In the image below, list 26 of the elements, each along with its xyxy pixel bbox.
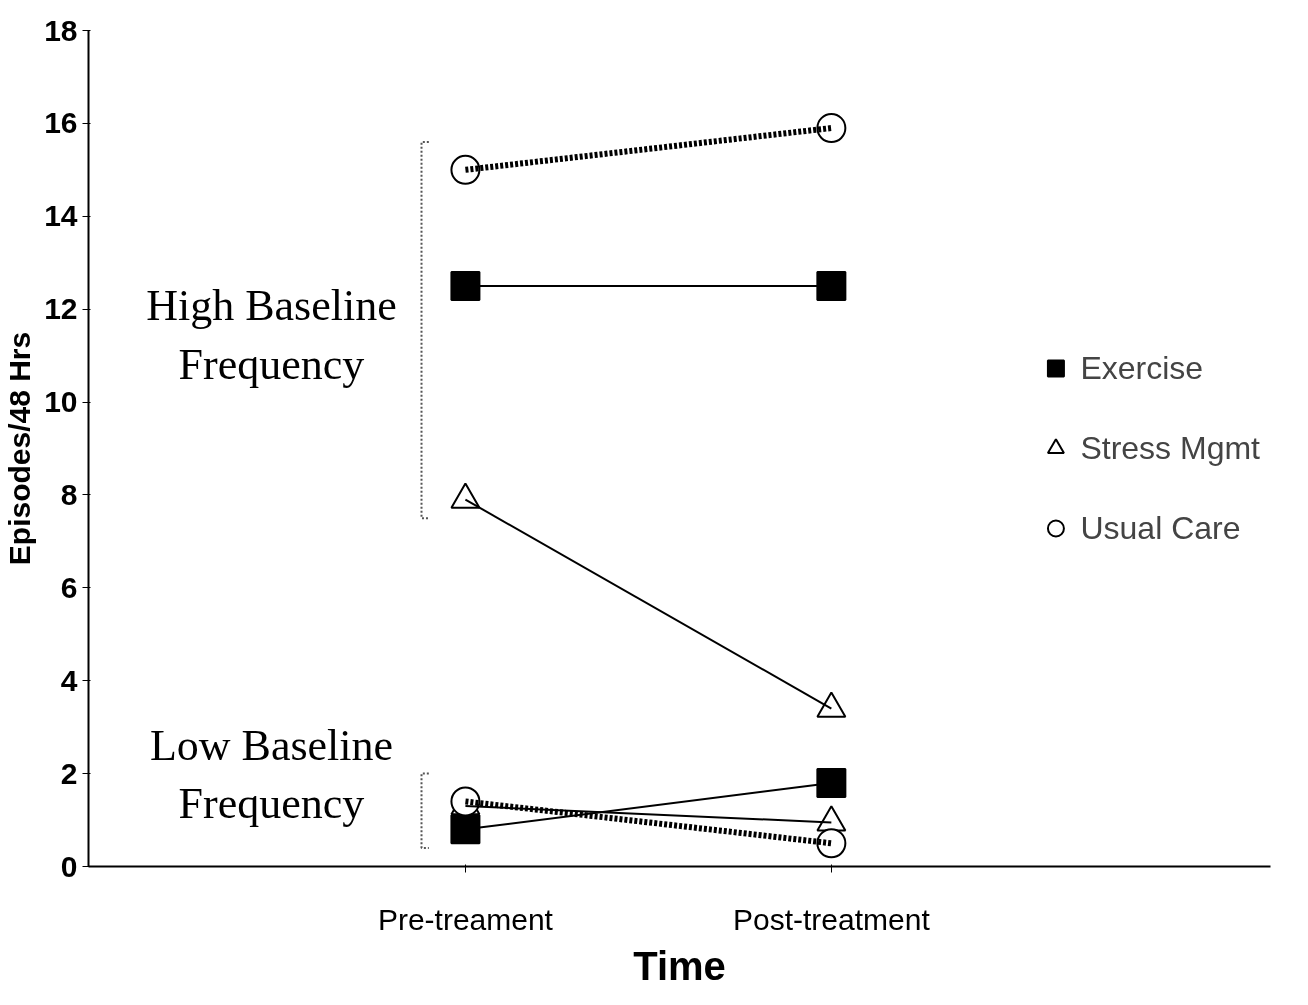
y-tick-label: 12 <box>44 292 78 326</box>
point <box>816 828 847 859</box>
y-tick-label: 16 <box>44 106 78 140</box>
y-tick-label: 10 <box>44 385 78 419</box>
y-tick-label: 2 <box>60 756 78 790</box>
legend-label: Exercise <box>1080 349 1204 387</box>
x-tick-label: Post-treatment <box>733 902 931 936</box>
point <box>450 154 481 185</box>
y-axis-title: Episodes/48 Hrs <box>3 331 37 566</box>
point <box>816 270 847 301</box>
x-tick-label: Pre-treament <box>377 902 554 936</box>
y-tick-label: 4 <box>60 663 78 697</box>
point <box>816 767 847 798</box>
annotation: High Baseline Frequency <box>146 280 397 389</box>
legend-label: Stress Mgmt <box>1080 429 1260 467</box>
y-tick-label: 6 <box>60 570 78 604</box>
point <box>450 814 481 845</box>
point <box>816 113 847 144</box>
annotation: Low Baseline Frequency <box>149 720 394 829</box>
point <box>450 270 481 301</box>
y-tick-label: 14 <box>44 199 78 233</box>
x-axis-title: Time <box>633 943 726 988</box>
y-tick-label: 0 <box>60 849 78 883</box>
y-tick-label: 18 <box>44 13 78 47</box>
legend-label: Usual Care <box>1080 509 1241 547</box>
y-tick-label: 8 <box>60 477 78 511</box>
